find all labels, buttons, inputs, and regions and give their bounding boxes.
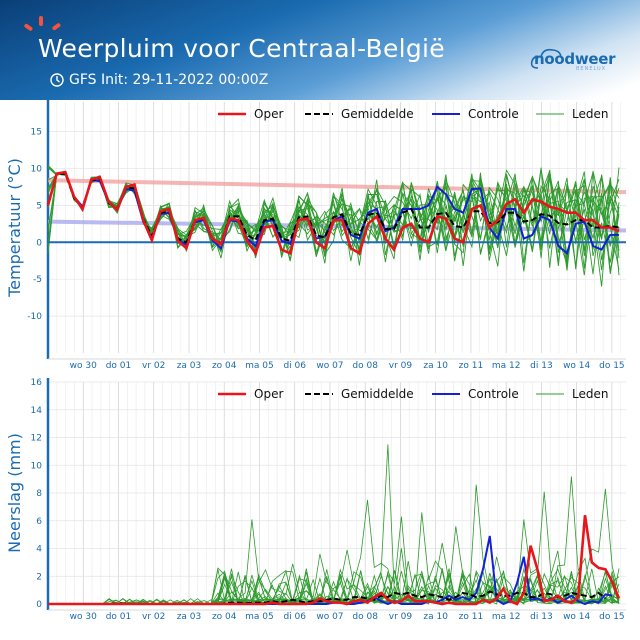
oper-series-line: [46, 170, 620, 257]
oper-series-line: [48, 515, 621, 606]
clock-icon: [50, 73, 64, 87]
y-tick-label: 0: [36, 600, 42, 610]
legend-label: Controle: [468, 387, 519, 401]
legend-label: Gemiddelde: [341, 107, 414, 121]
y-tick-label: 4: [36, 545, 42, 555]
x-tick-label: wo 14: [563, 361, 590, 371]
logo-sun-icon: [24, 16, 61, 31]
legend-label: Oper: [254, 107, 283, 121]
y-tick-label: 8: [36, 489, 42, 499]
x-tick-label: zo 11: [459, 361, 484, 371]
init-time: GFS Init: 29-11-2022 00:00Z: [50, 72, 268, 88]
x-tick-label: za 10: [423, 612, 448, 622]
page-title: Weerpluim voor Centraal-België: [38, 34, 445, 63]
y-axis-label: Temperatuur (°C): [5, 158, 24, 298]
legend-label: Controle: [468, 107, 519, 121]
legend: Oper Gemiddelde Controle Leden: [218, 107, 608, 121]
x-tick-label: wo 30: [70, 361, 97, 371]
y-tick-label: 5: [36, 201, 42, 211]
init-time-text: GFS Init: 29-11-2022 00:00Z: [69, 72, 269, 88]
x-tick-label: do 15: [599, 612, 625, 622]
x-tick-label: wo 14: [563, 612, 590, 622]
x-tick-label: di 06: [283, 361, 306, 371]
x-tick-label: do 08: [352, 612, 378, 622]
logo-name: noodweer: [534, 50, 616, 68]
legend-label: Leden: [572, 387, 608, 401]
y-tick-label: -5: [33, 275, 42, 285]
normal-max-line: [47, 178, 627, 195]
x-tick-label: di 13: [530, 612, 553, 622]
x-tick-label: zo 11: [459, 612, 484, 622]
y-tick-label: 10: [31, 461, 43, 471]
logo-subtitle: BENELUX: [576, 66, 607, 72]
x-tick-label: ma 12: [492, 361, 521, 371]
y-tick-label: 14: [31, 406, 43, 416]
x-tick-label: za 10: [423, 361, 448, 371]
x-tick-label: vr 09: [389, 612, 413, 622]
x-tick-label: di 13: [530, 361, 553, 371]
x-tick-label: ma 05: [245, 361, 274, 371]
x-tick-label: zo 04: [212, 361, 237, 371]
member-series-line: [48, 516, 620, 605]
y-tick-label: 0: [36, 238, 42, 248]
header-banner: [0, 0, 640, 100]
y-tick-label: 15: [31, 128, 42, 138]
x-tick-label: ma 12: [492, 612, 521, 622]
noodweer-logo-cloud-icon: [530, 48, 562, 69]
legend: Oper Gemiddelde Controle Leden: [218, 387, 608, 401]
legend-label: Leden: [572, 107, 608, 121]
y-tick-label: 6: [36, 517, 42, 527]
chart-panel-0: -10 -5 0 5 10 15 wo 30 do 01 vr 02 za 03 zo 04 ma 0…: [5, 98, 627, 371]
y-tick-label: 12: [31, 434, 42, 444]
member-series-line: [48, 549, 620, 605]
x-tick-label: wo 07: [316, 612, 343, 622]
y-tick-label: -10: [27, 312, 42, 322]
x-tick-label: do 08: [352, 361, 378, 371]
chart-panel-1: 0 2 4 6 8 10 12 14 16 wo 30 do 01 vr 02 za 03 zo 04 ma…: [5, 378, 626, 622]
x-tick-label: vr 02: [142, 361, 165, 371]
member-series-line: [47, 173, 620, 267]
x-tick-label: za 03: [177, 361, 202, 371]
x-tick-label: wo 07: [316, 361, 343, 371]
y-tick-label: 2: [36, 572, 42, 582]
legend-label: Gemiddelde: [341, 387, 414, 401]
x-tick-label: wo 30: [70, 612, 97, 622]
x-tick-label: di 06: [283, 612, 306, 622]
member-series-line: [48, 444, 620, 605]
x-tick-label: zo 04: [212, 612, 237, 622]
y-tick-label: 16: [31, 378, 43, 388]
y-tick-label: 10: [31, 164, 43, 174]
y-axis-label: Neerslag (mm): [5, 433, 24, 553]
member-series-line: [48, 484, 620, 605]
x-tick-label: ma 05: [245, 612, 274, 622]
x-tick-label: do 01: [106, 361, 132, 371]
legend-label: Oper: [254, 387, 283, 401]
x-tick-label: vr 02: [142, 612, 165, 622]
x-tick-label: vr 09: [389, 361, 413, 371]
x-tick-label: do 01: [106, 612, 132, 622]
x-tick-label: za 03: [177, 612, 202, 622]
x-tick-label: do 15: [599, 361, 625, 371]
